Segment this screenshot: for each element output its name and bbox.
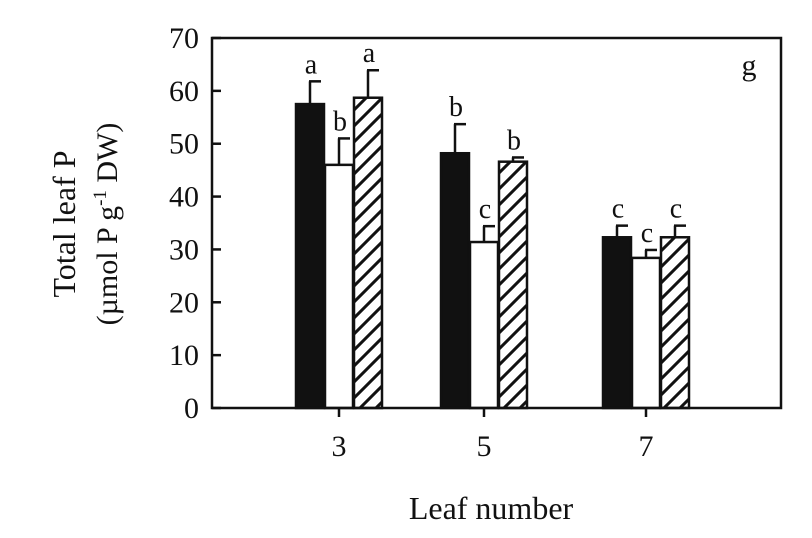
bar-open-leaf-7: [630, 256, 662, 410]
significance-letter: b: [333, 106, 347, 137]
x-axis: 3 5 7: [332, 408, 654, 463]
y-axis-title-line2: (µmol P g-1 DW): [90, 123, 124, 326]
panel-label: g: [742, 49, 757, 82]
y-axis-title-line1: Total leaf P: [46, 150, 82, 297]
significance-letter: c: [479, 194, 491, 225]
plot-frame: [210, 36, 783, 410]
significance-letter: c: [641, 218, 653, 249]
y-tick-label: 70: [169, 22, 199, 55]
bar-open-leaf-3: [323, 163, 355, 410]
significance-letter: a: [363, 38, 376, 69]
significance-letter: c: [670, 194, 682, 225]
y-tick-label: 30: [169, 233, 199, 266]
x-tick-label: 7: [639, 430, 654, 463]
x-tick-label: 5: [477, 430, 492, 463]
y-axis-title: Total leaf P (µmol P g-1 DW): [46, 123, 124, 326]
bar-hatched-leaf-3: [352, 96, 384, 410]
bar-hatched-leaf-7: [659, 236, 691, 410]
bar-open-leaf-5: [468, 240, 500, 410]
bar-solid-leaf-7: [601, 236, 633, 410]
significance-letter: c: [612, 194, 624, 225]
bar-hatched-leaf-5: [497, 160, 529, 410]
bar-solid-leaf-3: [294, 102, 326, 410]
x-tick-label: 3: [332, 430, 347, 463]
y-axis: 0 10 20 30 40 50 60 70: [169, 22, 221, 425]
y-axis-title-unit-end: DW): [91, 123, 124, 190]
significance-letter: b: [449, 92, 463, 123]
y-tick-label: 20: [169, 286, 199, 319]
y-tick-label: 40: [169, 181, 199, 214]
x-axis-title: Leaf number: [409, 490, 574, 526]
y-tick-label: 50: [169, 128, 199, 161]
bar-solid-leaf-5: [439, 151, 471, 410]
y-tick-label: 60: [169, 75, 199, 108]
y-axis-title-superscript: -1: [90, 190, 111, 206]
significance-letter: b: [507, 125, 521, 156]
y-tick-label: 10: [169, 339, 199, 372]
y-tick-label: 0: [184, 392, 199, 425]
significance-letter: a: [305, 49, 318, 80]
y-axis-title-unit: (µmol P g: [91, 206, 124, 326]
